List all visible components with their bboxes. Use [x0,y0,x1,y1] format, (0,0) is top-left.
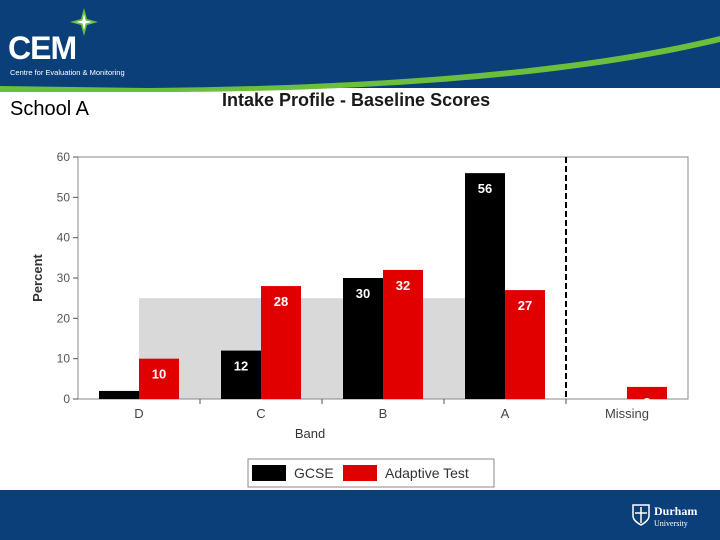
x-tick-label: Missing [605,406,649,421]
adaptive-bar [505,290,545,399]
x-tick-label: B [379,406,388,421]
reference-band [139,298,505,399]
logo-subtitle: Centre for Evaluation & Monitoring [10,68,125,77]
intake-profile-chart: 0 10 20 30 40 50 60 D C B A Missing Band Percent 12 30 5… [30,150,689,488]
gcse-bar [99,390,139,399]
adaptive-data-label: 27 [518,298,532,313]
x-tick-label: D [134,406,143,421]
header-swoosh [0,36,720,92]
legend-swatch-adaptive [343,465,377,481]
chart-title: Intake Profile - Baseline Scores [222,90,491,110]
footer-band [0,490,720,540]
school-label: School A [10,98,89,120]
durham-subtitle: University [654,519,688,528]
shield-icon [632,504,650,526]
adaptive-data-label: 10 [152,367,166,382]
y-tick-label: 60 [57,150,71,164]
adaptive-data-label: 28 [274,294,288,309]
legend-swatch-gcse [252,465,286,481]
y-tick-label: 50 [57,190,71,204]
legend-label-gcse: GCSE [294,465,334,481]
gcse-data-label: 30 [356,286,370,301]
legend-label-adaptive: Adaptive Test [385,465,469,481]
y-tick-label: 40 [57,231,71,245]
y-axis-label: Percent [30,253,45,301]
durham-logo: Durham University [632,500,712,534]
adaptive-data-label: 32 [396,278,410,293]
durham-name: Durham [654,504,698,518]
y-tick-label: 20 [57,311,71,325]
y-tick-label: 0 [63,392,70,406]
header-band [0,0,720,88]
adaptive-data-label: 3 [643,395,650,410]
y-tick-label: 10 [57,352,71,366]
gcse-bar [465,173,505,399]
gcse-bar [343,278,383,399]
x-tick-label: C [256,406,265,421]
adaptive-bar [383,269,423,399]
logo-text: CEM [8,30,77,66]
star-icon [70,8,98,36]
adaptive-bar [139,358,179,399]
x-axis-label: Band [295,426,325,441]
cem-logo [8,6,158,82]
x-tick-label: A [501,406,510,421]
adaptive-bar [627,386,667,399]
gcse-bar [221,350,261,399]
y-tick-label: 30 [57,271,71,285]
gcse-data-label: 12 [234,359,248,374]
gcse-data-label: 56 [478,181,492,196]
adaptive-bar [261,286,301,399]
